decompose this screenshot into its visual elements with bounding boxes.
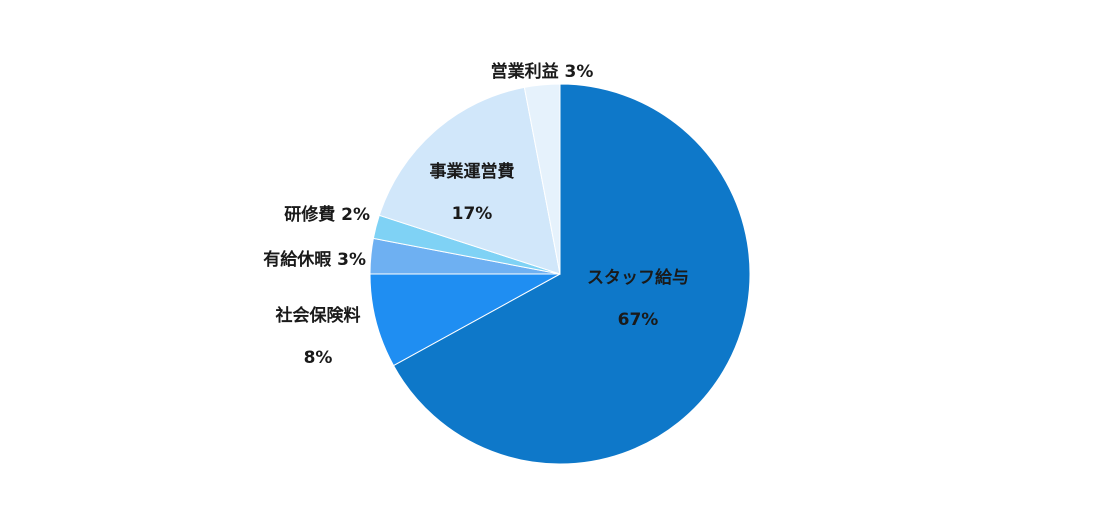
pie-slice-6 xyxy=(523,83,561,275)
slice-label-5: 事業運営費 xyxy=(430,161,515,182)
slice-value-1: 67% xyxy=(618,310,659,330)
slice-value-5: 17% xyxy=(452,204,493,224)
pie-slice-1 xyxy=(392,83,751,465)
slice-label-2: 社会保険料 xyxy=(275,305,361,326)
slice-value-2: 8% xyxy=(304,348,333,368)
slice-label-4: 研修費 2% xyxy=(284,204,370,225)
pie-slice-5 xyxy=(378,86,561,275)
slice-label-6: 営業利益 3% xyxy=(491,61,594,82)
pie-slice-2 xyxy=(369,273,561,367)
slice-label-3: 有給休暇 3% xyxy=(263,249,366,270)
slice-label-1: スタッフ給与 xyxy=(587,267,689,288)
